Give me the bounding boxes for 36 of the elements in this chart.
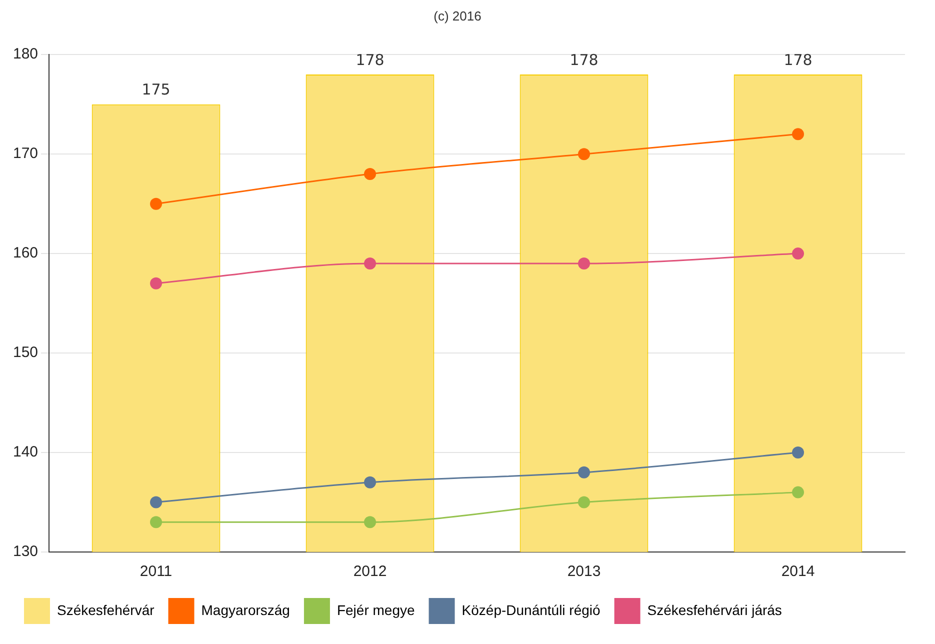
point: [364, 258, 376, 270]
x-tick-label: 2014: [781, 563, 815, 580]
y-tick-label: 160: [12, 244, 38, 262]
chart-title: (c) 2016: [434, 8, 482, 24]
point: [792, 248, 804, 260]
legend-label: Magyarország: [201, 602, 290, 618]
data-label: 175: [142, 80, 170, 99]
legend-label: Székesfehérvár: [57, 602, 155, 618]
point: [150, 198, 162, 210]
point: [364, 168, 376, 180]
y-tick-label: 130: [12, 543, 38, 560]
data-label: 178: [356, 50, 384, 69]
point: [150, 516, 162, 528]
data-label: 178: [784, 50, 812, 69]
point: [150, 277, 162, 290]
point: [364, 516, 376, 528]
legend-label: Székesfehérvári járás: [647, 602, 782, 618]
legend-label: Közép-Dunántúli régió: [462, 602, 601, 618]
point: [578, 148, 590, 160]
point: [792, 486, 804, 498]
y-tick-label: 140: [12, 444, 38, 461]
point: [792, 446, 804, 459]
point: [150, 496, 162, 508]
point: [364, 476, 376, 488]
y-tick-label: 180: [12, 46, 38, 63]
point: [578, 466, 590, 478]
x-tick-label: 2012: [353, 563, 387, 580]
x-tick-label: 2013: [567, 563, 601, 580]
y-tick-label: 170: [12, 145, 38, 162]
point: [792, 128, 804, 140]
point: [578, 258, 590, 270]
data-label: 178: [570, 50, 598, 69]
x-tick-label: 2011: [140, 563, 172, 580]
y-tick-label: 150: [12, 344, 38, 362]
legend-label: Fejér megye: [336, 602, 415, 618]
point: [578, 496, 590, 508]
